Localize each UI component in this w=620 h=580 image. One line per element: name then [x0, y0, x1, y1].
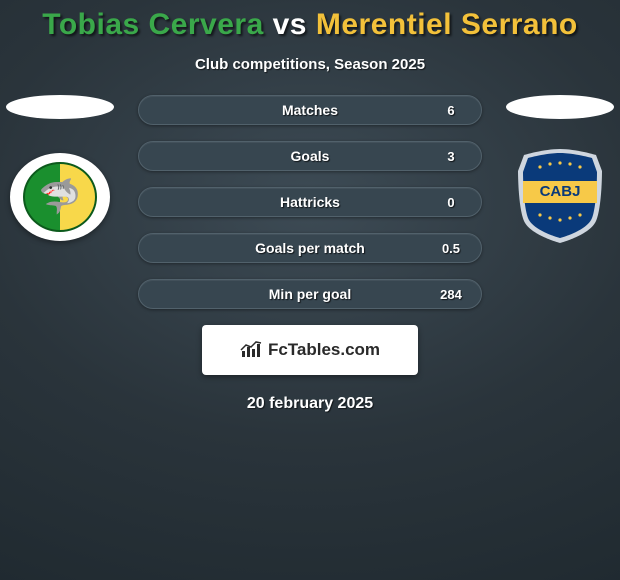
player2-column: CABJ — [500, 95, 620, 245]
stat-label: Min per goal — [199, 286, 421, 302]
player2-name: Merentiel Serrano — [316, 8, 578, 41]
stat-right-value: 0 — [421, 195, 481, 210]
stat-label: Matches — [199, 102, 421, 118]
shield-text: CABJ — [540, 183, 581, 200]
stat-label: Goals — [199, 148, 421, 164]
brand-box[interactable]: FcTables.com — [202, 325, 418, 375]
boca-shield-icon: CABJ — [510, 145, 610, 245]
comparison-title: Tobias Cervera vs Merentiel Serrano — [0, 0, 620, 42]
main-area: 🦈 CABJ Matches6Goals3Hattricks0Goals per — [0, 95, 620, 309]
stat-right-value: 284 — [421, 287, 481, 302]
stat-row: Goals per match0.5 — [138, 233, 482, 263]
player2-club-crest: CABJ — [510, 145, 610, 245]
stat-row: Min per goal284 — [138, 279, 482, 309]
stat-right-value: 0.5 — [421, 241, 481, 256]
brand-text: FcTables.com — [268, 340, 380, 360]
aldosivi-emblem: 🦈 — [23, 162, 97, 232]
player1-name: Tobias Cervera — [42, 8, 264, 41]
date-text: 20 february 2025 — [0, 395, 620, 413]
player1-club-crest: 🦈 — [10, 153, 110, 241]
player2-photo-placeholder — [506, 95, 614, 119]
stats-list: Matches6Goals3Hattricks0Goals per match0… — [138, 95, 482, 309]
stat-right-value: 6 — [421, 103, 481, 118]
player1-column: 🦈 — [0, 95, 120, 241]
vs-separator: vs — [273, 8, 307, 41]
stat-row: Hattricks0 — [138, 187, 482, 217]
stat-row: Goals3 — [138, 141, 482, 171]
stat-label: Goals per match — [199, 240, 421, 256]
chart-icon — [240, 341, 262, 359]
subtitle: Club competitions, Season 2025 — [0, 56, 620, 73]
shark-icon: 🦈 — [39, 177, 81, 217]
stat-right-value: 3 — [421, 149, 481, 164]
player1-photo-placeholder — [6, 95, 114, 119]
stat-row: Matches6 — [138, 95, 482, 125]
stat-label: Hattricks — [199, 194, 421, 210]
